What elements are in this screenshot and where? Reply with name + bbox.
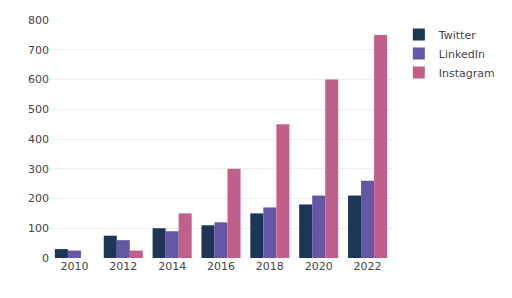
svg-text:2020: 2020 <box>305 260 333 273</box>
svg-text:2016: 2016 <box>207 260 235 273</box>
svg-text:700: 700 <box>28 44 49 57</box>
svg-text:600: 600 <box>28 73 49 86</box>
svg-text:Instagram: Instagram <box>439 67 495 80</box>
svg-text:800: 800 <box>28 14 49 27</box>
svg-text:2010: 2010 <box>60 260 88 273</box>
svg-text:0: 0 <box>42 252 49 265</box>
svg-text:200: 200 <box>28 192 49 205</box>
svg-text:400: 400 <box>28 133 49 146</box>
svg-text:Twitter: Twitter <box>438 29 476 42</box>
svg-text:2012: 2012 <box>109 260 137 273</box>
svg-text:100: 100 <box>28 222 49 235</box>
svg-text:300: 300 <box>28 163 49 176</box>
svg-text:2018: 2018 <box>256 260 284 273</box>
svg-text:LinkedIn: LinkedIn <box>439 48 485 61</box>
svg-text:2022: 2022 <box>354 260 382 273</box>
svg-text:2014: 2014 <box>158 260 186 273</box>
svg-text:500: 500 <box>28 103 49 116</box>
